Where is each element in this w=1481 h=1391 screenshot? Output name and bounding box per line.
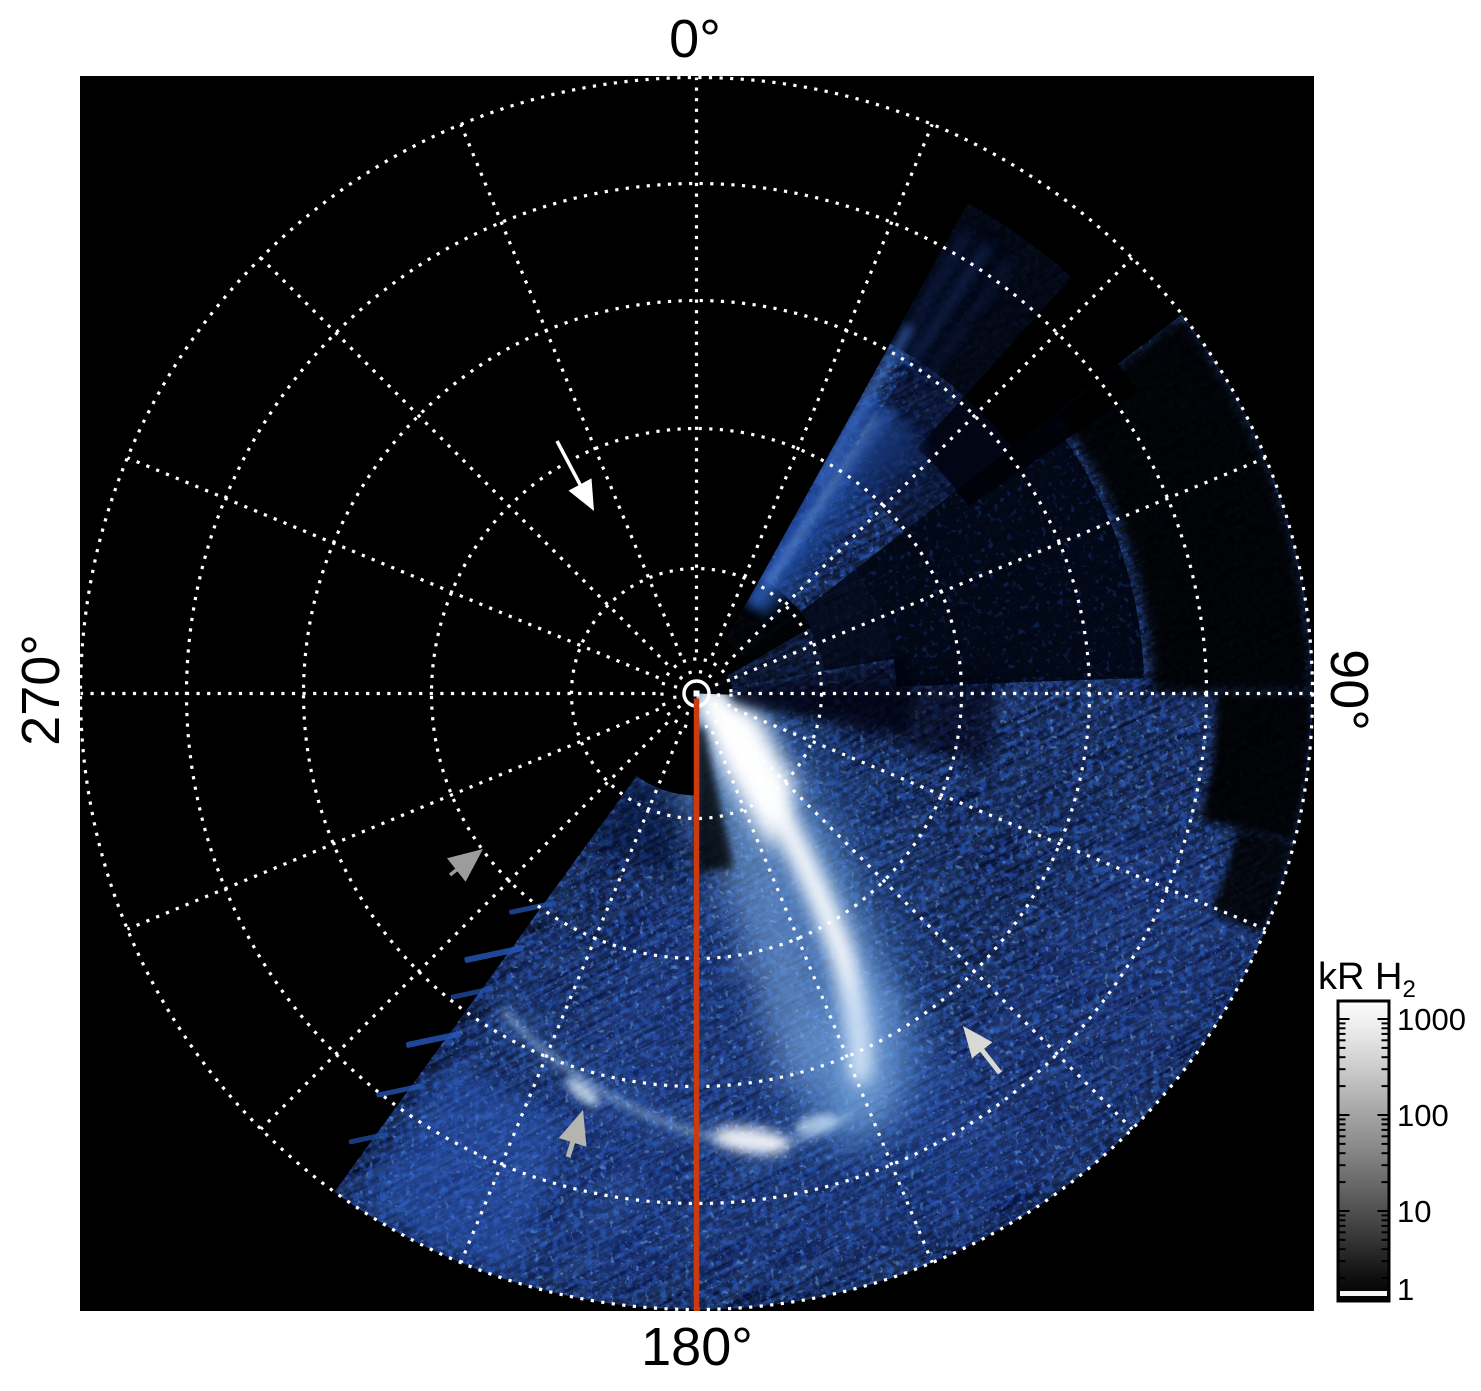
svg-text:10: 10 — [1397, 1194, 1431, 1229]
svg-text:kR H2: kR H2 — [1318, 956, 1416, 1003]
svg-text:100: 100 — [1397, 1098, 1449, 1133]
svg-text:1: 1 — [1397, 1272, 1414, 1307]
svg-text:90°: 90° — [1319, 649, 1379, 731]
svg-text:180°: 180° — [641, 1317, 753, 1377]
svg-text:270°: 270° — [11, 634, 71, 746]
svg-text:0°: 0° — [669, 9, 721, 69]
svg-text:1000: 1000 — [1397, 1002, 1466, 1037]
